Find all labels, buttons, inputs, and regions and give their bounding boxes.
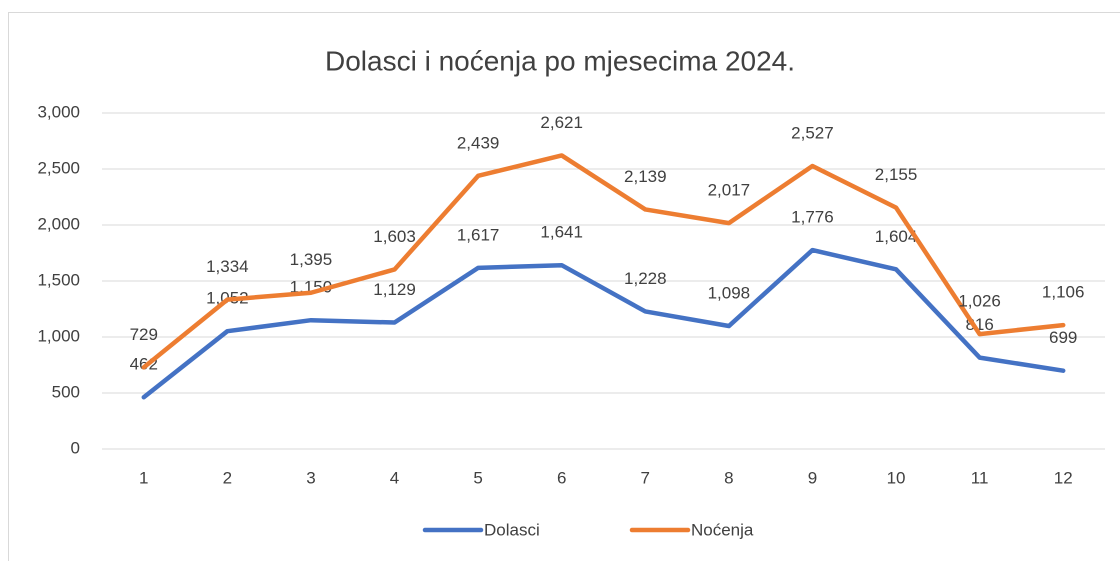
x-tick-label: 8 <box>724 468 733 487</box>
legend-label: Noćenja <box>691 520 754 539</box>
x-tick-label: 9 <box>808 468 817 487</box>
data-label: 1,617 <box>457 225 500 244</box>
data-label: 699 <box>1049 328 1077 347</box>
x-tick-label: 10 <box>887 468 906 487</box>
series-line <box>141 247 1066 400</box>
x-tick-label: 5 <box>473 468 482 487</box>
y-tick-label: 500 <box>52 382 80 401</box>
chart-title: Dolasci i noćenja po mjesecima 2024. <box>325 45 795 76</box>
data-label: 1,395 <box>290 250 333 269</box>
data-label: 1,641 <box>540 223 583 242</box>
chart-frame <box>8 12 1120 561</box>
data-label: 1,106 <box>1042 283 1085 302</box>
y-tick-label: 2,500 <box>37 158 80 177</box>
x-tick-label: 11 <box>971 468 989 487</box>
data-label: 2,439 <box>457 133 500 152</box>
x-tick-label: 6 <box>557 468 566 487</box>
data-label: 1,603 <box>373 227 416 246</box>
data-label: 1,026 <box>958 292 1001 311</box>
series-line <box>141 153 1066 370</box>
data-label: 1,776 <box>791 208 834 227</box>
y-tick-label: 0 <box>71 438 80 457</box>
y-tick-label: 3,000 <box>37 102 80 121</box>
data-label: 2,139 <box>624 167 667 186</box>
y-tick-label: 1,000 <box>37 326 80 345</box>
data-label: 1,228 <box>624 269 667 288</box>
x-tick-label: 4 <box>390 468 399 487</box>
x-tick-label: 2 <box>223 468 232 487</box>
x-tick-label: 7 <box>641 468 650 487</box>
data-label: 729 <box>130 325 158 344</box>
data-label: 2,621 <box>540 113 583 132</box>
data-label: 1,604 <box>875 227 918 246</box>
data-label: 2,155 <box>875 165 918 184</box>
data-label: 1,334 <box>206 257 249 276</box>
data-label: 2,527 <box>791 123 834 142</box>
x-tick-label: 1 <box>139 468 148 487</box>
x-tick-label: 3 <box>306 468 315 487</box>
y-tick-label: 1,500 <box>37 270 80 289</box>
legend-label: Dolasci <box>484 520 540 539</box>
x-tick-label: 12 <box>1054 468 1073 487</box>
data-label: 2,017 <box>708 181 751 200</box>
data-label: 1,098 <box>708 284 751 303</box>
y-tick-label: 2,000 <box>37 214 80 233</box>
data-label: 1,129 <box>373 280 416 299</box>
